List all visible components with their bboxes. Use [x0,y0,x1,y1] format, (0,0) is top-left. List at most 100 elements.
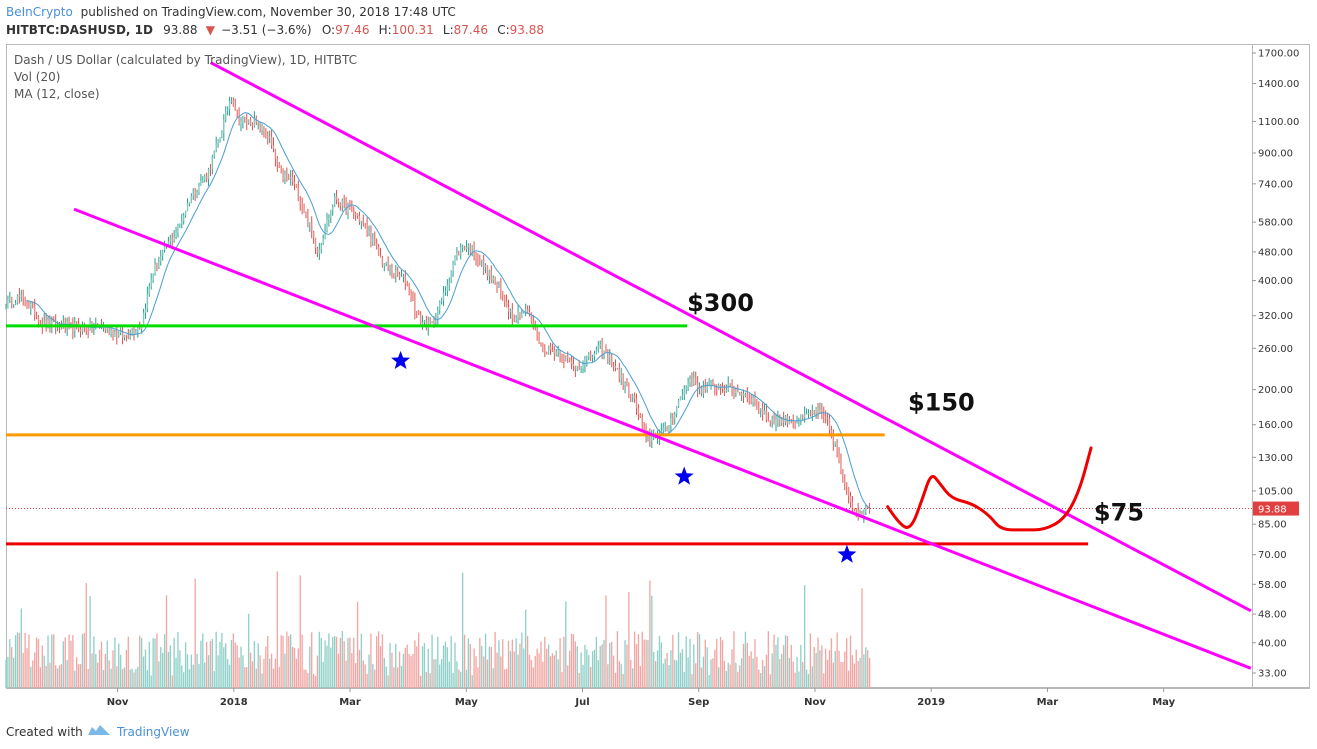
legend-title[interactable]: Dash / US Dollar (calculated by TradingV… [14,53,357,67]
volume-bar [60,664,63,688]
volume-bar [322,662,324,688]
volume-bar [215,631,217,688]
volume-bar [744,631,747,688]
candle-body [865,505,867,512]
candle-body [324,230,326,239]
tradingview-brand[interactable]: TradingView [116,725,190,739]
star-icon[interactable] [391,350,411,369]
volume-bar [312,673,315,688]
star-icon[interactable] [837,544,857,563]
publisher-name[interactable]: BeInCrypto [6,5,73,19]
volume-bar [404,647,406,688]
candle-body [137,328,139,333]
candle-body [290,177,292,179]
open-label: O: [322,23,335,37]
symbol-line: HITBTC:DASHUSD, 1D 93.88 ▼ −3.51 (−3.6%)… [6,23,544,37]
volume-bar [295,658,298,688]
price-tick-label: 160.00 [1258,420,1293,431]
volume-bar [223,647,225,688]
volume-bar [679,652,682,688]
candle-body [683,388,685,395]
volume-bar [498,640,500,688]
channel-upper-line[interactable] [209,61,1252,613]
candle-body [311,222,313,232]
candle-body [521,313,523,318]
volume-bar [553,655,556,688]
candle-body [761,408,764,415]
annotations[interactable]: $300 $150 $75 [687,289,1144,527]
volume-bar [532,667,535,688]
volume-bar [484,633,487,688]
candle-body [538,338,540,344]
channel-lower-line[interactable] [73,207,1252,670]
volume-bar [244,667,246,688]
volume-bar [207,655,210,688]
volume-bar [272,668,275,688]
candle-body [651,437,653,442]
volume-bar [607,664,609,688]
star-icon[interactable] [674,466,694,485]
price-axis[interactable]: 1700.00 1400.00 1100.00 900.00 740.00 580.00 4… [1252,48,1299,680]
volume-bar [83,632,86,688]
volume-bar [104,653,107,688]
candle-body [160,255,162,262]
stars[interactable] [391,350,857,563]
price-annotation[interactable]: $300 [687,289,754,317]
volume-bar [395,643,397,688]
level-lines[interactable] [6,324,1252,546]
candle-body [131,330,133,336]
candle-body [45,320,47,327]
volume-bar [190,654,193,688]
candle-body [129,335,131,338]
candle-body [842,471,844,476]
last-price-tag[interactable] [1253,501,1299,516]
candle-body [39,322,42,324]
projection-line[interactable] [886,446,1093,532]
volume-bar [630,660,632,688]
legend-volume[interactable]: Vol (20) [14,70,60,84]
candle-body [563,357,565,361]
candle-body [87,330,89,332]
time-axis[interactable]: Nov 2018 Mar May Jul Sep Nov 2019 Mar May [107,688,1176,708]
candle-body [779,417,781,424]
volume-bar [205,641,208,688]
volume-bar [586,649,588,688]
candle-body [834,442,836,444]
volume-bar [5,659,7,688]
time-tick-label: Jul [574,697,589,708]
time-tick-label: 2019 [917,697,945,708]
tradingview-logo-icon[interactable] [88,725,110,735]
volume-bar [609,642,611,688]
candle-body [696,383,699,390]
volume-bar [293,647,296,688]
volume-bar [584,645,586,688]
price-annotation[interactable]: $75 [1094,499,1144,527]
volume-bar [599,645,601,688]
candle-body [299,200,301,205]
volume-bar [198,663,200,688]
candle-body [536,328,538,339]
volume-bar [374,669,376,688]
candle-body [272,144,275,149]
candle-body [819,410,821,413]
volume-bar [242,655,244,688]
volume-bar [761,660,764,688]
candle-body [773,418,775,425]
volume-bar [171,675,173,688]
candle-body [622,374,624,386]
volume-bar [481,645,483,688]
candle-body [30,304,32,308]
candle-body [293,181,296,185]
volume-bar [622,673,624,688]
volume-bar [160,647,162,688]
projection-path[interactable] [886,446,1093,532]
price-annotation[interactable]: $150 [908,389,975,417]
legend-ma[interactable]: MA (12, close) [14,87,100,101]
volume-bar [547,644,550,688]
volume-bar [565,601,567,688]
volume-bar [492,668,494,688]
volume-bar [727,662,729,688]
symbol-label[interactable]: HITBTC:DASHUSD, 1D [6,23,153,37]
channel-lines[interactable] [73,61,1252,670]
